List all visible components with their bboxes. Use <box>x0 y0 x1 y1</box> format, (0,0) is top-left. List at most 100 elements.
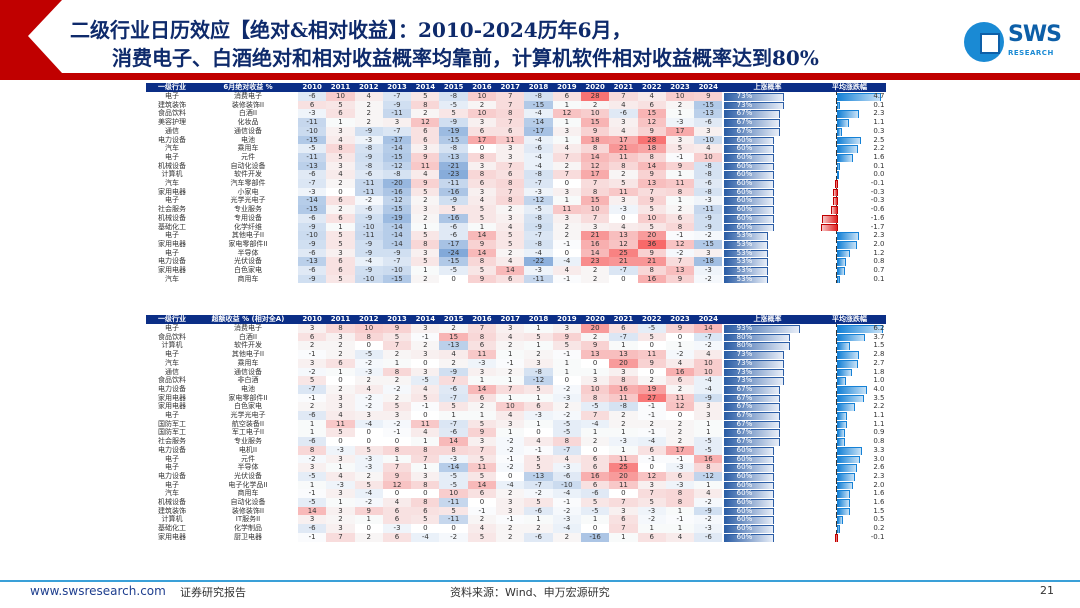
return-cell: -13 <box>524 471 553 481</box>
return-cell: 7 <box>496 384 525 394</box>
avg-change-cell: 6.2 <box>812 324 886 333</box>
return-cell: -3 <box>524 266 553 275</box>
industry-l2: 家电零部件II <box>228 393 268 402</box>
return-cell: -7 <box>298 179 327 188</box>
return-cell: 5 <box>411 257 440 267</box>
return-cell: -2 <box>382 419 412 429</box>
return-cell: 1 <box>665 341 695 351</box>
return-cell: 2 <box>665 100 695 110</box>
return-cell: -5 <box>637 324 666 333</box>
return-cell: 5 <box>496 239 525 249</box>
return-cell: 2 <box>298 402 327 412</box>
return-cell: 3 <box>609 196 638 206</box>
return-cell: -2 <box>552 506 581 516</box>
return-cell: 6 <box>552 92 581 101</box>
return-cell: 8 <box>354 332 383 342</box>
return-cell: 5 <box>609 179 638 188</box>
up-probability-cell: 73% <box>722 92 812 101</box>
industry-l1: 计算机 <box>161 515 183 524</box>
industry-l1: 电力设备 <box>158 384 186 393</box>
return-cell: 2 <box>411 109 440 119</box>
return-cell: 1 <box>552 196 581 206</box>
return-cell: -11 <box>354 231 383 240</box>
return-cell: -12 <box>382 196 412 206</box>
footer-doc-type: 证券研究报告 <box>180 586 246 599</box>
return-cell: 6 <box>382 506 412 516</box>
return-cell: 8 <box>580 144 610 153</box>
return-cell: 5 <box>326 231 355 240</box>
return-cell: -24 <box>439 248 468 258</box>
return-cell: -1 <box>496 454 525 464</box>
return-cell: 20 <box>609 358 638 368</box>
return-cell: 3 <box>298 358 327 368</box>
return-cell: 0 <box>496 471 525 481</box>
return-cell: 6 <box>467 393 497 403</box>
avg-change-cell: 2.8 <box>812 350 886 359</box>
up-probability-cell: 60% <box>722 170 812 180</box>
return-cell: 9 <box>382 471 412 481</box>
return-cell: 4 <box>411 428 440 438</box>
return-cell: 5 <box>665 144 695 153</box>
industry-l2: 通信设备 <box>234 126 262 135</box>
return-cell: 0 <box>326 376 355 385</box>
header-year: 2017 <box>496 315 525 324</box>
return-cell: -6 <box>694 118 723 127</box>
return-cell: -1 <box>496 358 525 368</box>
footer-url-link[interactable]: www.swsresearch.com <box>30 584 166 598</box>
return-cell: 10 <box>580 205 610 214</box>
return-cell: 8 <box>467 332 497 342</box>
return-cell: 16 <box>609 384 638 394</box>
header-year: 2024 <box>694 315 723 324</box>
return-cell: -5 <box>298 144 327 153</box>
industry-l1: 电子 <box>165 350 179 359</box>
return-cell: 12 <box>552 109 581 119</box>
return-cell: 3 <box>354 411 383 420</box>
return-cell: 1 <box>665 109 695 119</box>
return-cell: 4 <box>524 437 553 446</box>
return-cell: 5 <box>467 213 497 223</box>
industry-l2: 军工电子II <box>231 428 265 437</box>
up-probability-cell: 73% <box>722 359 812 368</box>
table-row: 汽车 汽车零部件 -7 2 -11 -20 9 -11 6 8 -7 0 7 5 13 11 -6 60% -0.… <box>146 179 886 188</box>
return-cell: 20 <box>580 324 610 333</box>
return-cell: -8 <box>694 161 723 171</box>
return-cell: -5 <box>439 480 468 490</box>
return-cell: 11 <box>552 205 581 214</box>
return-cell: -14 <box>524 118 553 127</box>
table-row: 计算机 软件开发 2 2 0 7 2 -13 6 2 1 5 9 1 0 1 -2 80% 1.5 <box>146 341 886 351</box>
return-cell: -9 <box>298 222 327 232</box>
header-up-probability: 上涨概率 <box>722 315 813 324</box>
return-cell: -1 <box>637 428 666 438</box>
header-year: 2014 <box>411 83 440 92</box>
return-cell: 8 <box>580 393 610 403</box>
return-cell: 4 <box>609 126 638 136</box>
return-cell: -15 <box>382 274 412 284</box>
return-cell: 5 <box>496 231 525 240</box>
table-row: 国防军工 军工电子II 1 5 0 -1 4 -6 9 1 0 -5 1 1 -1 2 1 67% 0.9 <box>146 428 886 438</box>
return-cell: -19 <box>382 213 412 223</box>
return-cell: 2 <box>439 358 468 368</box>
return-cell: 14 <box>496 266 525 275</box>
return-cell: 11 <box>411 419 440 429</box>
return-cell: 3 <box>580 222 610 232</box>
return-cell: 2 <box>524 350 553 359</box>
return-cell: 3 <box>326 248 355 258</box>
up-probability-cell: 80% <box>722 341 812 351</box>
return-cell: 0 <box>637 341 666 351</box>
return-cell: -3 <box>694 196 723 206</box>
return-cell: -7 <box>694 332 723 342</box>
return-cell: 12 <box>580 161 610 171</box>
return-cell: 1 <box>496 393 525 403</box>
return-cell: 5 <box>467 454 497 464</box>
return-cell: 8 <box>382 367 412 377</box>
industry-l1: 电子 <box>165 248 179 257</box>
return-cell: -11 <box>524 274 553 284</box>
header-year: 2022 <box>637 315 666 324</box>
return-cell: -1 <box>637 402 666 412</box>
table-row: 电力设备 电池 -15 4 -3 -17 6 -15 17 11 -4 1 18 17 28 3 -10 60%… <box>146 135 886 145</box>
header-year: 2023 <box>665 83 695 92</box>
return-cell: 8 <box>665 187 695 197</box>
header-year: 2013 <box>382 83 412 92</box>
return-cell: -7 <box>609 332 638 342</box>
return-cell: 2 <box>467 515 497 525</box>
